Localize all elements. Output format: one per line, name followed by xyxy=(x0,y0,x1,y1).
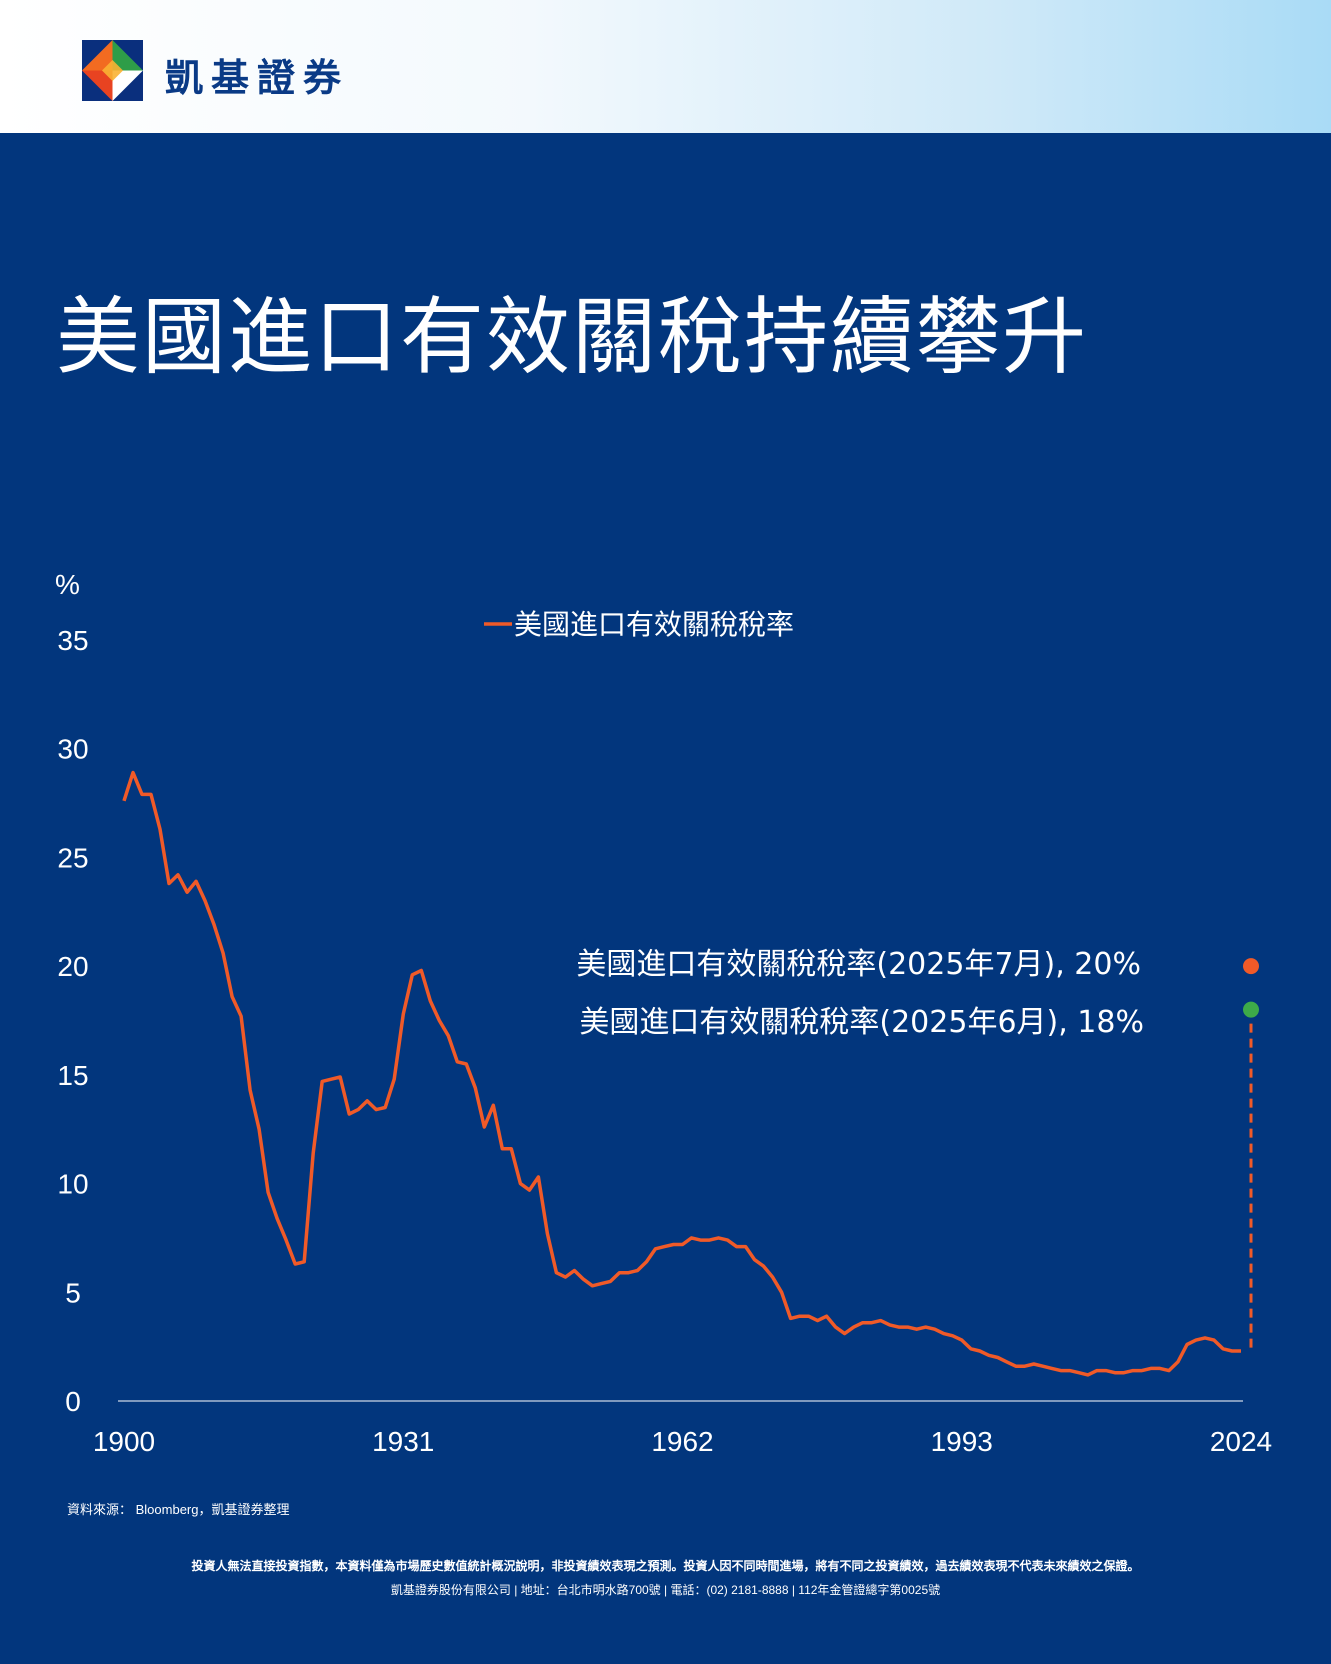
x-tick-label: 1931 xyxy=(372,1426,434,1457)
x-tick-label: 1900 xyxy=(93,1426,155,1457)
x-tick-label: 1962 xyxy=(651,1426,713,1457)
tariff-rate-series-line xyxy=(122,770,1241,1377)
y-tick-label: 10 xyxy=(57,1169,88,1200)
company-info: 凱基證券股份有限公司 | 地址：台北市明水路700號 | 電話：(02) 218… xyxy=(390,1583,941,1597)
y-tick-label: 30 xyxy=(57,734,88,765)
y-tick-label: 0 xyxy=(65,1386,81,1417)
x-tick-label: 1993 xyxy=(931,1426,993,1457)
brand-name: 凱基證券 xyxy=(165,56,350,100)
page-title: 美國進口有效關稅持續攀升 xyxy=(56,288,1089,386)
y-axis-label: % xyxy=(55,569,80,600)
y-tick-label: 15 xyxy=(57,1060,88,1091)
y-tick-label: 25 xyxy=(57,842,88,873)
annotation-dot-july xyxy=(1243,958,1259,975)
y-tick-label: 35 xyxy=(57,625,88,656)
x-tick-label: 2024 xyxy=(1210,1426,1272,1457)
source-note: 資料來源： Bloomberg，凱基證券整理 xyxy=(67,1502,290,1517)
y-tick-label: 20 xyxy=(57,951,88,982)
tariff-line-chart: % 0 5 10 15 20 25 30 35 1900 1931 1962 1993 2024 美國進口有… xyxy=(55,569,1272,1457)
annotation-label-june: 美國進口有效關稅稅率(2025年6月), 18% xyxy=(579,1005,1144,1040)
annotation-label-july: 美國進口有效關稅稅率(2025年7月), 20% xyxy=(576,947,1141,982)
header-bar: 凱基證券 xyxy=(0,0,1331,133)
legend-label: 美國進口有效關稅稅率 xyxy=(514,608,794,641)
annotation-dot-june xyxy=(1243,1001,1259,1018)
brand-logo-icon xyxy=(82,40,143,101)
disclaimer-text: 投資人無法直接投資指數，本資料僅為市場歷史數值統計概況說明，非投資績效表現之預測… xyxy=(191,1559,1140,1573)
y-tick-label: 5 xyxy=(65,1277,81,1308)
